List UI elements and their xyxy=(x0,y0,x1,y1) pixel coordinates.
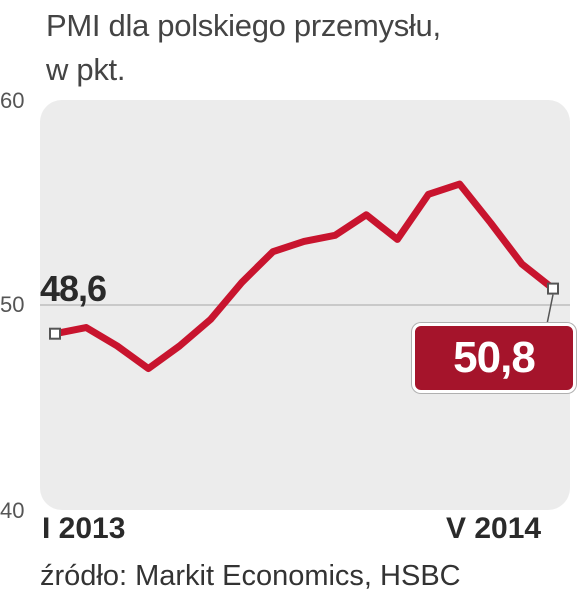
chart-title-line-1: PMI dla polskiego przemysłu, xyxy=(46,8,441,43)
y-tick-40: 40 xyxy=(0,498,25,523)
first-point-marker xyxy=(49,327,61,340)
chart-title-line-2: w pkt. xyxy=(46,52,126,87)
x-start-label: I 2013 xyxy=(42,512,126,545)
x-end-label: V 2014 xyxy=(446,512,542,545)
last-value-box: 50,8 xyxy=(412,323,576,393)
first-value-label: 48,6 xyxy=(40,268,107,309)
chart-title: PMI dla polskiego przemysłu, w pkt. xyxy=(46,4,566,92)
last-value-label: 50,8 xyxy=(453,333,536,382)
last-value-connector xyxy=(546,294,554,325)
last-point-marker xyxy=(547,282,559,295)
series-line xyxy=(51,180,557,373)
y-tick-50: 50 xyxy=(0,292,25,317)
y-tick-60: 60 xyxy=(0,88,25,113)
data-points xyxy=(49,282,559,340)
source-note: źródło: Markit Economics, HSBC xyxy=(40,560,461,592)
